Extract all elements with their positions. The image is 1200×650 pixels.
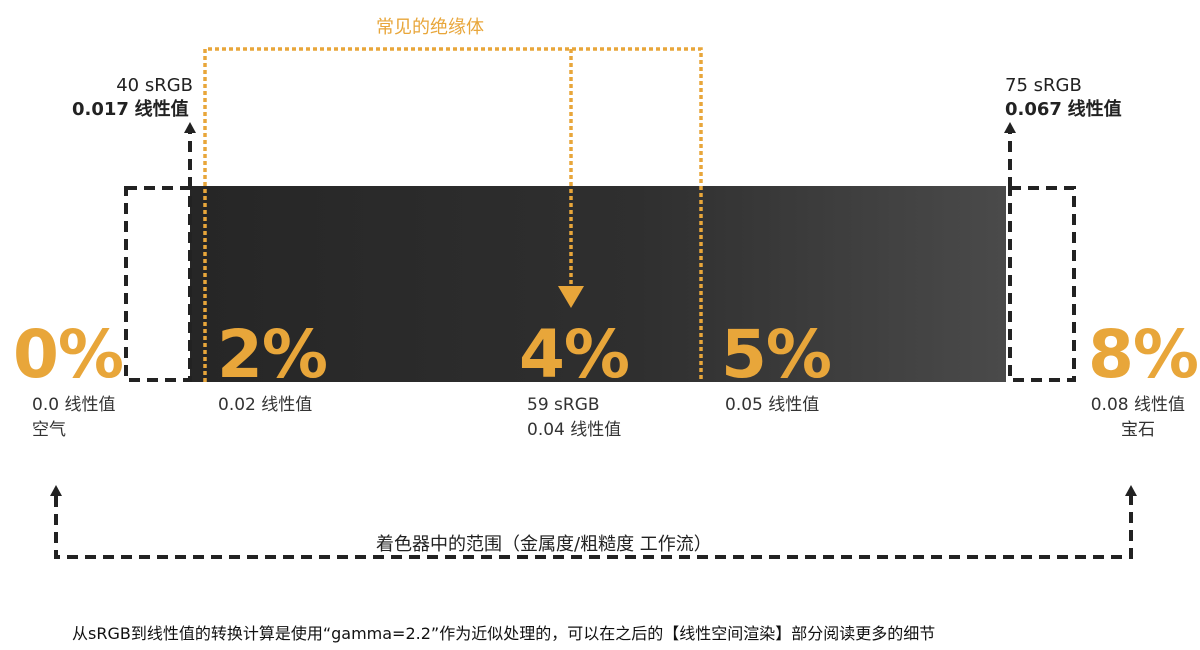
percent-2: 2% (217, 316, 328, 393)
insulator-bracket (203, 47, 703, 382)
percent-5: 5% (721, 316, 832, 393)
right-up-arrow-head (1004, 122, 1016, 133)
right-top-linear-num: 0.067 (1005, 99, 1062, 120)
marker-8-line2: 宝石 (1121, 420, 1155, 440)
shader-range-bracket (54, 496, 1133, 559)
percent-8: 8% (1088, 316, 1199, 393)
marker-2-line1: 0.02 线性值 (218, 395, 313, 415)
right-dashed-box (1008, 186, 1076, 382)
insulators-title: 常见的绝缘体 (376, 17, 484, 38)
right-top-srgb: 75 sRGB (1005, 75, 1082, 96)
right-top-linear: 0.067 线性值 (1005, 99, 1122, 121)
footnote: 从sRGB到线性值的转换计算是使用“gamma=2.2”作为近似处理的，可以在之… (72, 624, 936, 643)
marker-0-line1: 0.0 线性值 (32, 395, 116, 415)
left-up-arrow-head (184, 122, 196, 133)
left-top-srgb: 40 sRGB (116, 75, 193, 96)
left-top-linear-num: 0.017 (72, 99, 129, 120)
insulator-arrow-head (558, 286, 584, 308)
marker-8-line1: 0.08 线性值 (1090, 395, 1185, 415)
reflectance-gradient-bar (190, 186, 1006, 382)
percent-0: 0% (13, 316, 124, 393)
marker-4-line2: 0.04 线性值 (527, 420, 622, 440)
left-dashed-box (124, 186, 192, 382)
marker-5-line1: 0.05 线性值 (725, 395, 820, 415)
left-top-linear: 0.017 线性值 (72, 99, 189, 121)
left-top-linear-word: 线性值 (134, 99, 189, 120)
percent-4: 4% (519, 316, 630, 393)
shader-range-right-arrowhead (1125, 485, 1137, 496)
right-top-linear-word: 线性值 (1067, 99, 1122, 120)
marker-4-line1: 59 sRGB (527, 395, 600, 415)
shader-range-label: 着色器中的范围（金属度/粗糙度 工作流） (376, 534, 712, 555)
marker-0-line2: 空气 (32, 420, 66, 440)
shader-range-left-arrowhead (50, 485, 62, 496)
